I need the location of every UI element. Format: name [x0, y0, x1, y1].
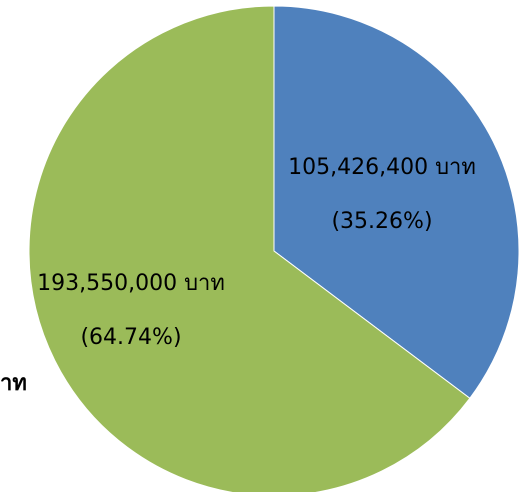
slice-2-value-label: 193,550,000 บาท [37, 271, 225, 296]
clipped-label-fragment: าท [0, 371, 27, 396]
pie-slice-budget-1 [273, 5, 520, 399]
pie-slice-budget-2 [28, 5, 471, 492]
slice-1-value-label: 105,426,400 บาท [288, 155, 476, 180]
slice-2-percent-label: (64.74%) [80, 325, 181, 350]
slice-1-percent-label: (35.26%) [331, 209, 432, 234]
